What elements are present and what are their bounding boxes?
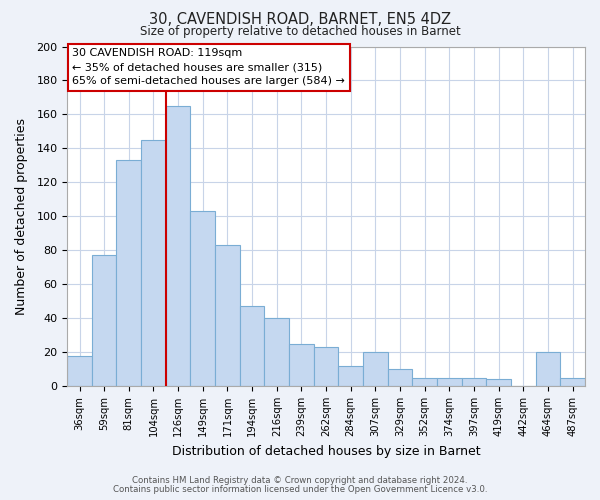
Bar — [437, 378, 462, 386]
X-axis label: Distribution of detached houses by size in Barnet: Distribution of detached houses by size … — [172, 444, 481, 458]
Bar — [314, 347, 338, 386]
Bar — [338, 366, 363, 386]
Text: 30 CAVENDISH ROAD: 119sqm
← 35% of detached houses are smaller (315)
65% of semi: 30 CAVENDISH ROAD: 119sqm ← 35% of detac… — [73, 48, 345, 86]
Bar — [388, 369, 412, 386]
Bar — [560, 378, 585, 386]
Bar — [215, 245, 240, 386]
Bar — [190, 211, 215, 386]
Bar — [412, 378, 437, 386]
Bar — [141, 140, 166, 386]
Bar — [92, 256, 116, 386]
Bar — [487, 380, 511, 386]
Bar — [265, 318, 289, 386]
Bar — [363, 352, 388, 386]
Bar — [67, 356, 92, 386]
Text: Contains public sector information licensed under the Open Government Licence v3: Contains public sector information licen… — [113, 485, 487, 494]
Text: Size of property relative to detached houses in Barnet: Size of property relative to detached ho… — [140, 25, 460, 38]
Bar — [462, 378, 487, 386]
Text: 30, CAVENDISH ROAD, BARNET, EN5 4DZ: 30, CAVENDISH ROAD, BARNET, EN5 4DZ — [149, 12, 451, 28]
Text: Contains HM Land Registry data © Crown copyright and database right 2024.: Contains HM Land Registry data © Crown c… — [132, 476, 468, 485]
Bar — [240, 306, 265, 386]
Bar — [166, 106, 190, 386]
Y-axis label: Number of detached properties: Number of detached properties — [15, 118, 28, 315]
Bar — [116, 160, 141, 386]
Bar — [536, 352, 560, 386]
Bar — [289, 344, 314, 386]
